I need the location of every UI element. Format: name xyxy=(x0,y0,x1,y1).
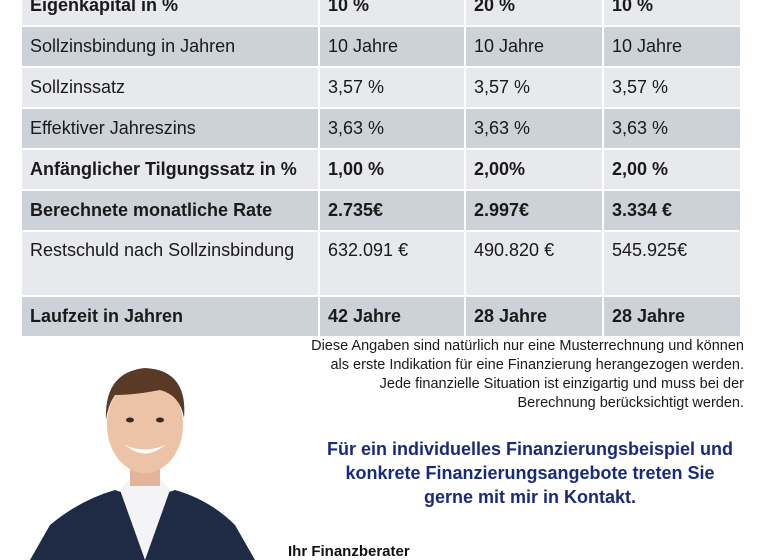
table-row: Anfänglicher Tilgungssatz in % 1,00 % 2,00… xyxy=(22,150,740,189)
advisor-photo xyxy=(30,368,255,560)
cell-value: 3,57 % xyxy=(604,68,740,107)
cell-value: 28 Jahre xyxy=(466,297,602,336)
row-label: Sollzinsbindung in Jahren xyxy=(22,27,318,66)
table-row: Berechnete monatliche Rate 2.735€ 2.997€ 3.… xyxy=(22,191,740,230)
cell-value: 10 % xyxy=(320,0,464,25)
row-label: Restschuld nach Sollzinsbindung xyxy=(22,232,318,295)
row-label: Laufzeit in Jahren xyxy=(22,297,318,336)
row-label: Sollzinssatz xyxy=(22,68,318,107)
cell-value: 3,63 % xyxy=(604,109,740,148)
cell-value: 1,00 % xyxy=(320,150,464,189)
table-row: Sollzinsbindung in Jahren 10 Jahre 10 Jahr… xyxy=(22,27,740,66)
advisor-signature: Ihr Finanzberater xyxy=(288,543,410,560)
cell-value: 545.925€ xyxy=(604,232,740,295)
cell-value: 2,00% xyxy=(466,150,602,189)
disclaimer-text: Diese Angaben sind natürlich nur eine Mu… xyxy=(311,338,744,411)
table-row: Eigenkapital in % 10 % 20 % 10 % xyxy=(22,0,740,25)
row-label: Eigenkapital in % xyxy=(22,0,318,25)
contact-call-to-action: Für ein individuelles Finanzierungsbeisp… xyxy=(326,439,734,507)
cell-value: 28 Jahre xyxy=(604,297,740,336)
cell-value: 490.820 € xyxy=(466,232,602,295)
cell-value: 3,57 % xyxy=(466,68,602,107)
table-row: Effektiver Jahreszins 3,63 % 3,63 % 3,63 % xyxy=(22,109,740,148)
financing-comparison-table: Eigenkapital in % 10 % 20 % 10 % Sollzinsbin… xyxy=(20,0,742,338)
cell-value: 42 Jahre xyxy=(320,297,464,336)
table-row: Sollzinssatz 3,57 % 3,57 % 3,57 % xyxy=(22,68,740,107)
cell-value: 3,63 % xyxy=(466,109,602,148)
cell-value: 20 % xyxy=(466,0,602,25)
cell-value: 3.334 € xyxy=(604,191,740,230)
cell-value: 10 Jahre xyxy=(466,27,602,66)
table-row: Restschuld nach Sollzinsbindung 632.091 €… xyxy=(22,232,740,295)
cell-value: 2.997€ xyxy=(466,191,602,230)
row-label: Effektiver Jahreszins xyxy=(22,109,318,148)
cell-value: 2,00 % xyxy=(604,150,740,189)
cell-value: 3,57 % xyxy=(320,68,464,107)
cell-value: 10 Jahre xyxy=(320,27,464,66)
row-label: Anfänglicher Tilgungssatz in % xyxy=(22,150,318,189)
cell-value: 10 % xyxy=(604,0,740,25)
cell-value: 3,63 % xyxy=(320,109,464,148)
cell-value: 10 Jahre xyxy=(604,27,740,66)
cell-value: 2.735€ xyxy=(320,191,464,230)
cell-value: 632.091 € xyxy=(320,232,464,295)
row-label: Berechnete monatliche Rate xyxy=(22,191,318,230)
table-row: Laufzeit in Jahren 42 Jahre 28 Jahre 28 Jah… xyxy=(22,297,740,336)
